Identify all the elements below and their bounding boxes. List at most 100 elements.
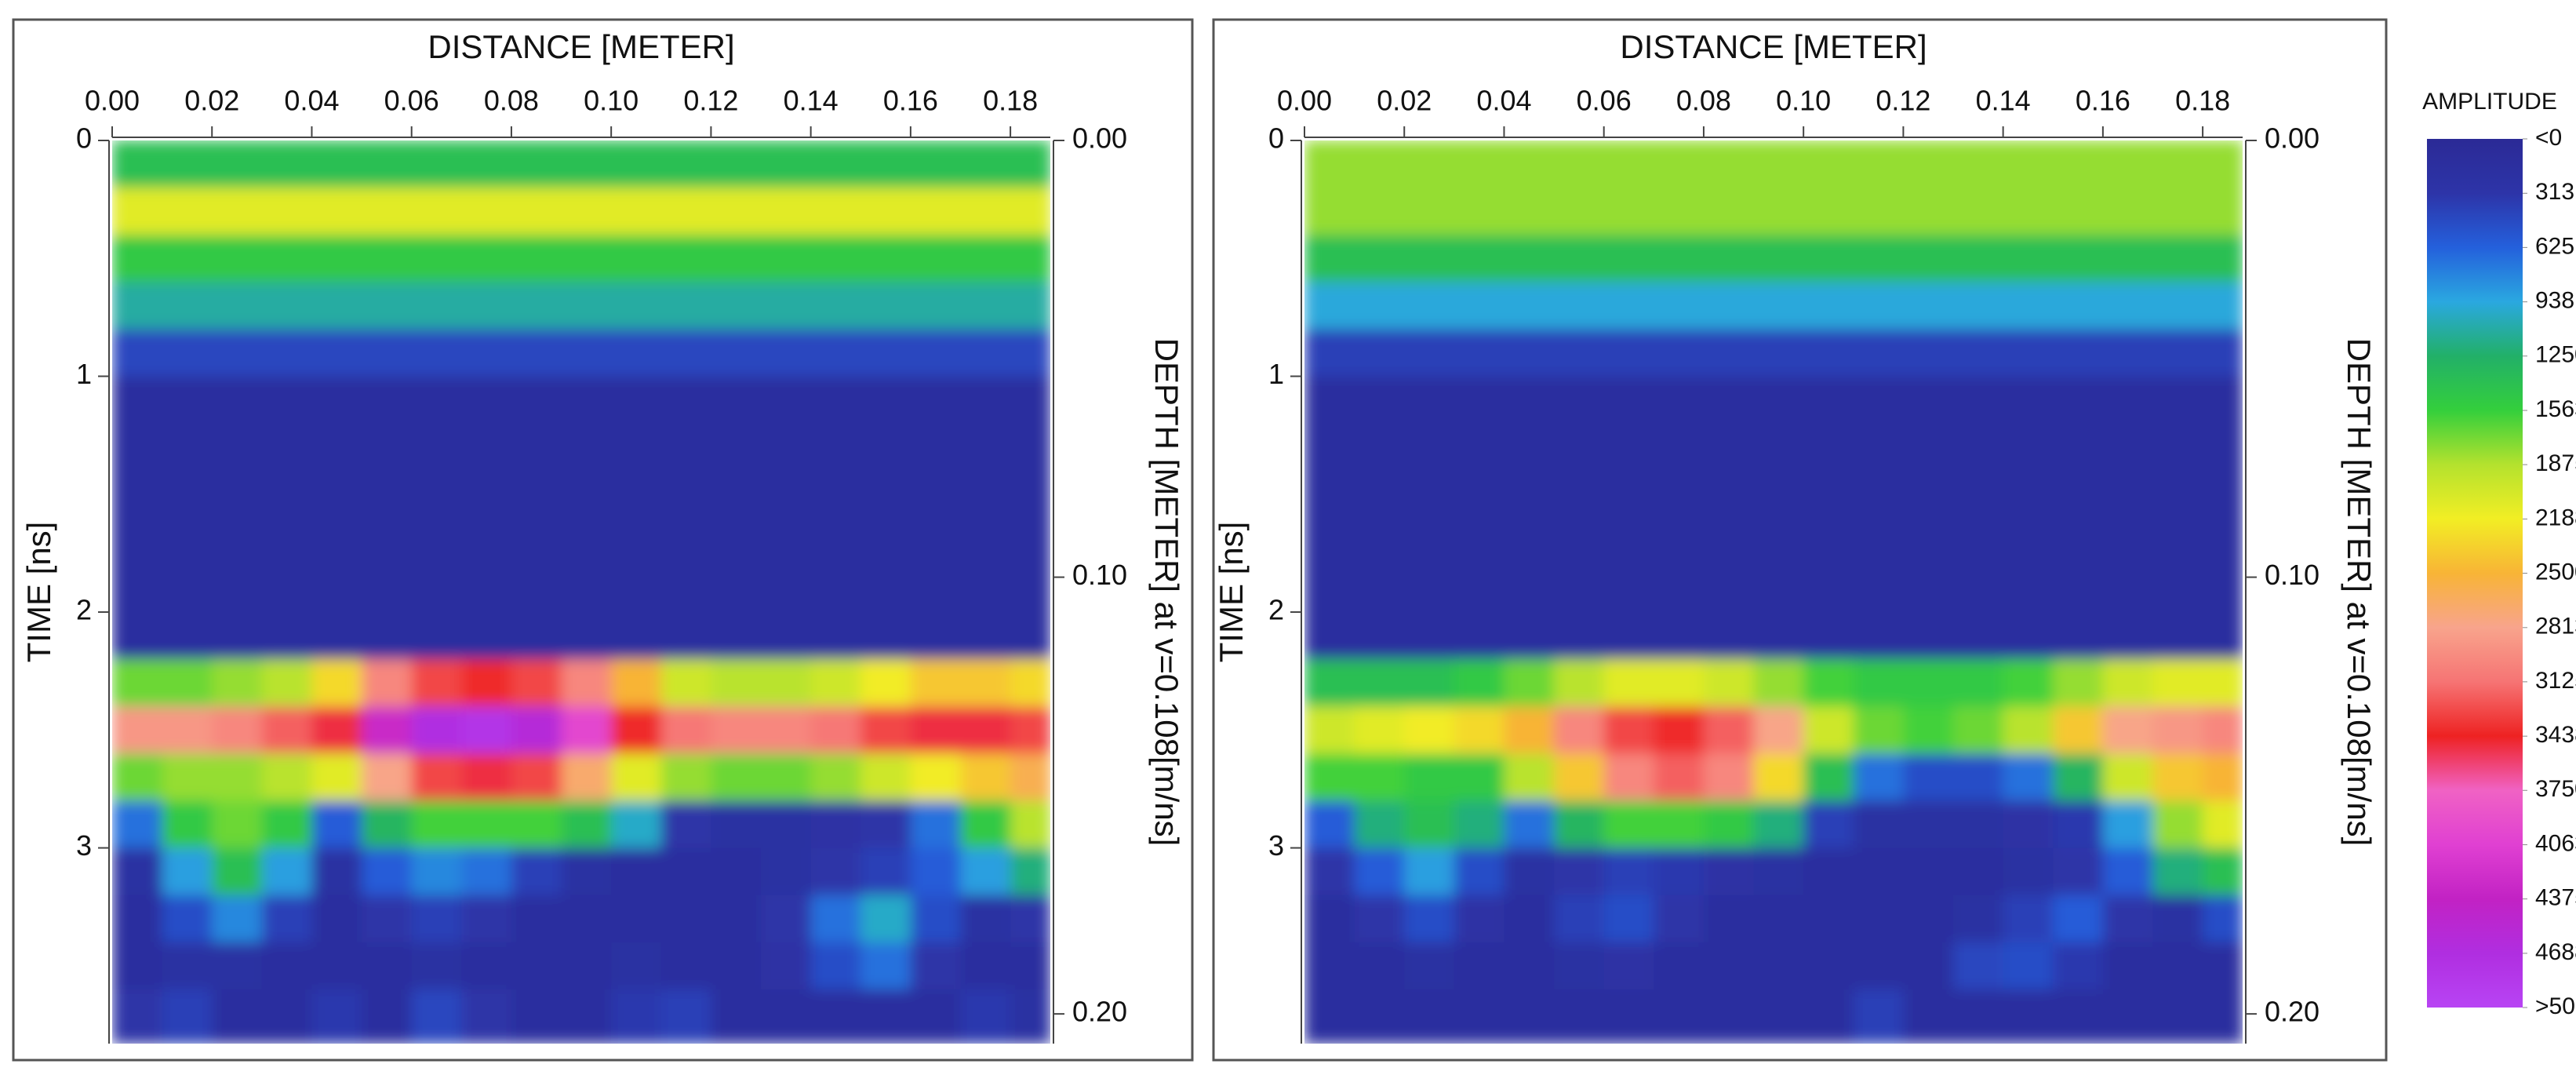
heatmap-cell xyxy=(261,847,313,896)
heatmap-cell xyxy=(1753,942,1804,990)
heatmap-cell xyxy=(311,753,362,802)
heatmap-cell xyxy=(1654,140,1705,188)
heatmap-cell xyxy=(1953,659,2004,707)
heatmap-cell xyxy=(860,376,911,425)
heatmap-cell xyxy=(2203,753,2243,802)
heatmap-cell xyxy=(261,282,313,330)
heatmap-cell xyxy=(261,612,313,660)
heatmap-cell xyxy=(212,847,263,896)
heatmap-cell xyxy=(311,376,362,425)
heatmap-cell xyxy=(461,800,512,849)
heatmap-cell xyxy=(1953,376,2004,425)
heatmap-cell xyxy=(2203,989,2243,1044)
heatmap-cell xyxy=(561,140,612,188)
heatmap-cell xyxy=(1554,847,1605,896)
heatmap-cell xyxy=(511,235,562,282)
heatmap-cell xyxy=(1404,706,1455,754)
heatmap-cell xyxy=(112,282,163,330)
heatmap-cell xyxy=(112,140,163,188)
heatmap-cell xyxy=(2102,659,2154,707)
heatmap-cell xyxy=(1803,282,1854,330)
heatmap-cell xyxy=(1304,659,1355,707)
heatmap-cell xyxy=(910,706,962,754)
heatmap-cell xyxy=(1404,376,1455,425)
heatmap-cell xyxy=(1454,612,1505,660)
heatmap-cell xyxy=(1903,564,1954,613)
heatmap-cell xyxy=(660,989,712,1044)
heatmap-cell xyxy=(910,895,962,943)
heatmap-cell xyxy=(1454,140,1505,188)
heatmap-cell xyxy=(261,564,313,613)
heatmap-cell xyxy=(910,564,962,613)
heatmap-cell xyxy=(362,517,413,566)
heatmap-cell xyxy=(561,989,612,1044)
heatmap-cell xyxy=(1903,989,1954,1044)
heatmap-cell xyxy=(1953,612,2004,660)
heatmap-cell xyxy=(1404,423,1455,472)
heatmap-cell xyxy=(1504,329,1555,377)
heatmap-cell xyxy=(810,800,861,849)
heatmap-cell xyxy=(1454,470,1505,519)
heatmap-cell xyxy=(261,235,313,282)
x-tick-label: 0.00 xyxy=(1277,85,1332,117)
heatmap-cell xyxy=(1953,423,2004,472)
heatmap-cell xyxy=(810,329,861,377)
heatmap-cell xyxy=(311,659,362,707)
heatmap-cell xyxy=(1404,847,1455,896)
heatmap-cell xyxy=(761,376,812,425)
heatmap-cell xyxy=(261,895,313,943)
heatmap-cell xyxy=(1803,800,1854,849)
heatmap-cell xyxy=(2053,612,2104,660)
heatmap-cell xyxy=(411,235,462,282)
heatmap-cell xyxy=(1753,329,1804,377)
heatmap-cell xyxy=(660,140,712,188)
heatmap-cell xyxy=(212,706,263,754)
heatmap-cell xyxy=(162,659,213,707)
heatmap-cell xyxy=(362,235,413,282)
heatmap-cell xyxy=(1010,282,1050,330)
x-tick-label: 0.08 xyxy=(1676,85,1731,117)
heatmap-cell xyxy=(2102,706,2154,754)
heatmap-cell xyxy=(910,140,962,188)
heatmap-cell xyxy=(212,895,263,943)
heatmap-cell xyxy=(1010,847,1050,896)
heatmap-cell xyxy=(112,989,163,1044)
heatmap-cell xyxy=(860,753,911,802)
x-tick-label: 0.12 xyxy=(1876,85,1930,117)
heatmap-cell xyxy=(611,140,662,188)
heatmap-cell xyxy=(810,376,861,425)
heatmap-cell xyxy=(2053,517,2104,566)
heatmap-cell xyxy=(1903,329,1954,377)
y2-tick-label: 0.20 xyxy=(1072,996,1127,1028)
heatmap-cell xyxy=(2102,564,2154,613)
heatmap-cell xyxy=(1603,470,1654,519)
heatmap-cell xyxy=(561,612,612,660)
heatmap-cell xyxy=(810,188,861,235)
heatmap-cell xyxy=(1554,564,1605,613)
heatmap-cell xyxy=(1953,989,2004,1044)
heatmap-cell xyxy=(2102,188,2154,235)
x-tick-label: 0.16 xyxy=(2076,85,2130,117)
heatmap-cell xyxy=(660,564,712,613)
heatmap-cell xyxy=(461,140,512,188)
x-tick-label: 0.06 xyxy=(384,85,439,117)
heatmap-cell xyxy=(261,942,313,990)
heatmap-cell xyxy=(561,517,612,566)
heatmap-cell xyxy=(1953,942,2004,990)
heatmap-cell xyxy=(1753,188,1804,235)
heatmap-cell xyxy=(1853,140,1905,188)
heatmap-cell xyxy=(261,470,313,519)
colorbar-tick-label: 4063 xyxy=(2535,830,2576,856)
heatmap-cell xyxy=(261,989,313,1044)
heatmap-cell xyxy=(611,612,662,660)
heatmap-cell xyxy=(1304,989,1355,1044)
heatmap-cell xyxy=(611,282,662,330)
heatmap-cell xyxy=(2102,989,2154,1044)
heatmap-cell xyxy=(1010,188,1050,235)
heatmap-cell xyxy=(1753,140,1804,188)
heatmap-cell xyxy=(1554,659,1605,707)
heatmap-cell xyxy=(1903,847,1954,896)
heatmap-cell xyxy=(860,470,911,519)
heatmap-cell xyxy=(162,329,213,377)
heatmap-cell xyxy=(761,423,812,472)
